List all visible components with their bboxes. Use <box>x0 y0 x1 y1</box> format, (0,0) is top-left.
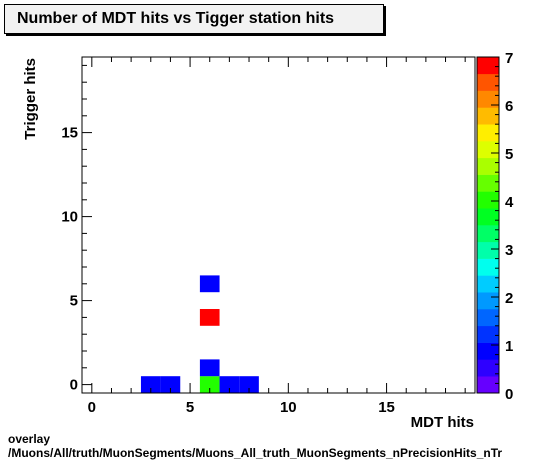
color-scale-segment <box>477 57 499 75</box>
color-scale-segment <box>477 376 499 394</box>
x-axis-label: MDT hits <box>411 414 474 431</box>
color-scale-frame <box>476 56 500 394</box>
heatmap-cell <box>199 275 220 293</box>
footer-overlay-label: overlay <box>8 432 51 446</box>
heatmap-cell <box>160 376 181 393</box>
color-scale-ticks <box>491 56 499 394</box>
heatmap-cell <box>199 376 220 393</box>
color-scale-tick-label: 4 <box>505 194 514 211</box>
y-tick-label: 0 <box>70 377 78 394</box>
footer-histogram-path: /Muons/All/truth/MuonSegments/Muons_All_… <box>8 446 503 460</box>
color-scale-tick-label: 1 <box>505 338 513 355</box>
color-scale-tick-labels: 0 1 2 3 4 5 6 7 <box>505 50 514 403</box>
chart-title: Number of MDT hits vs Tigger station hit… <box>17 10 335 27</box>
x-axis-tick-labels: 0 5 10 15 <box>88 399 395 416</box>
color-scale-segment <box>477 141 499 159</box>
plot-frame <box>81 56 476 394</box>
color-scale-segment <box>477 241 499 259</box>
heatmap-cell <box>140 376 161 393</box>
color-scale-segment <box>477 90 499 108</box>
color-scale-segment <box>477 225 499 243</box>
heatmap-cell <box>219 376 240 393</box>
y-axis-ticks <box>82 64 92 386</box>
color-scale-tick-label: 6 <box>505 98 513 115</box>
heatmap-cells <box>140 275 259 393</box>
x-tick-label: 15 <box>378 399 395 416</box>
color-scale-segment <box>477 124 499 142</box>
y-axis-tick-labels: 0 5 10 15 <box>61 125 78 394</box>
color-scale-tick-label: 7 <box>505 50 513 67</box>
y-tick-label: 5 <box>70 293 78 310</box>
x-axis-ticks <box>91 57 466 393</box>
color-scale-segment <box>477 258 499 276</box>
color-scale-segment <box>477 191 499 209</box>
heatmap-cell <box>199 309 220 326</box>
y-tick-label: 10 <box>61 209 78 226</box>
x-tick-label: 10 <box>280 399 297 416</box>
color-scale-segment <box>477 325 499 343</box>
color-scale-segment <box>477 359 499 377</box>
color-scale-segment <box>477 73 499 91</box>
x-tick-label: 5 <box>186 399 194 416</box>
heatmap-cell <box>199 359 220 377</box>
heatmap-cell <box>239 376 259 393</box>
color-scale-segment <box>477 342 499 360</box>
y-tick-label: 15 <box>61 125 78 142</box>
color-scale-tick-label: 3 <box>505 242 513 259</box>
color-scale-segment <box>477 157 499 175</box>
color-scale-segment <box>477 309 499 327</box>
color-scale-segment <box>477 292 499 310</box>
color-scale-segment <box>477 107 499 125</box>
color-scale-segment <box>477 208 499 226</box>
color-scale-tick-label: 0 <box>505 386 513 403</box>
y-axis-label: Trigger hits <box>22 58 39 140</box>
color-scale-segment <box>477 174 499 192</box>
color-scale-bar <box>476 56 500 394</box>
color-scale-tick-label: 5 <box>505 146 513 163</box>
chart-title-box: Number of MDT hits vs Tigger station hit… <box>4 4 384 34</box>
color-scale-segment <box>477 275 499 293</box>
x-tick-label: 0 <box>88 399 96 416</box>
color-scale-tick-label: 2 <box>505 290 513 307</box>
